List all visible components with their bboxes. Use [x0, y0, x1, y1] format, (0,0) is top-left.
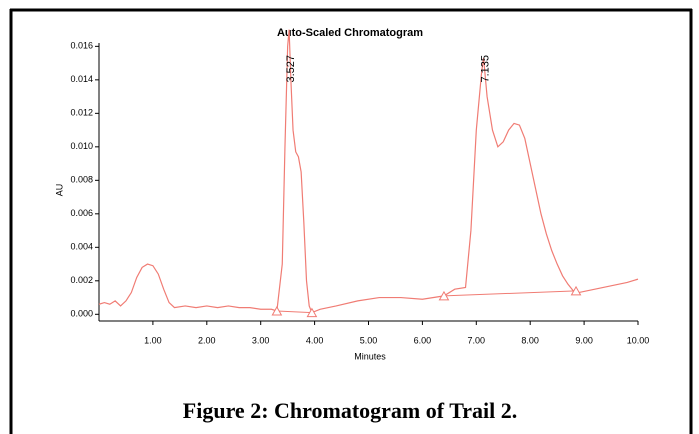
baseline-marker [570, 285, 582, 296]
chart-title: Auto-Scaled Chromatogram [277, 27, 423, 39]
y-tick-label: 0.002 [70, 275, 93, 285]
y-tick-label: 0.000 [70, 309, 93, 319]
trace [98, 29, 639, 314]
baseline [443, 290, 577, 297]
y-tick-label: 0.014 [70, 74, 93, 84]
peak-label: 7.135 [479, 55, 491, 83]
x-tick-label: 1.00 [144, 335, 162, 345]
y-tick-label: 0.008 [70, 175, 93, 185]
x-tick-label: 3.00 [252, 335, 270, 345]
y-tick-label: 0.012 [70, 108, 93, 118]
x-tick-label: 10.00 [627, 335, 650, 345]
x-tick-label: 7.00 [468, 335, 486, 345]
y-tick-label: 0.010 [70, 141, 93, 151]
y-tick-label: 0.004 [70, 242, 93, 252]
y-tick-label: 0.006 [70, 208, 93, 218]
x-axis-label: Minutes [354, 351, 386, 361]
y-axis-label: AU [54, 184, 64, 197]
x-tick-label: 6.00 [414, 335, 432, 345]
baseline-marker [438, 290, 450, 301]
baseline-marker [271, 305, 283, 316]
peak-label: 3.527 [285, 55, 297, 83]
x-tick-label: 5.00 [360, 335, 378, 345]
caption: Figure 2: Chromatogram of Trail 2. [183, 398, 517, 423]
x-tick-label: 9.00 [575, 335, 593, 345]
y-tick-label: 0.016 [70, 41, 93, 51]
baseline-marker [306, 307, 318, 318]
x-tick-label: 2.00 [198, 335, 216, 345]
x-tick-label: 4.00 [306, 335, 324, 345]
baseline [276, 310, 312, 314]
x-tick-label: 8.00 [521, 335, 539, 345]
